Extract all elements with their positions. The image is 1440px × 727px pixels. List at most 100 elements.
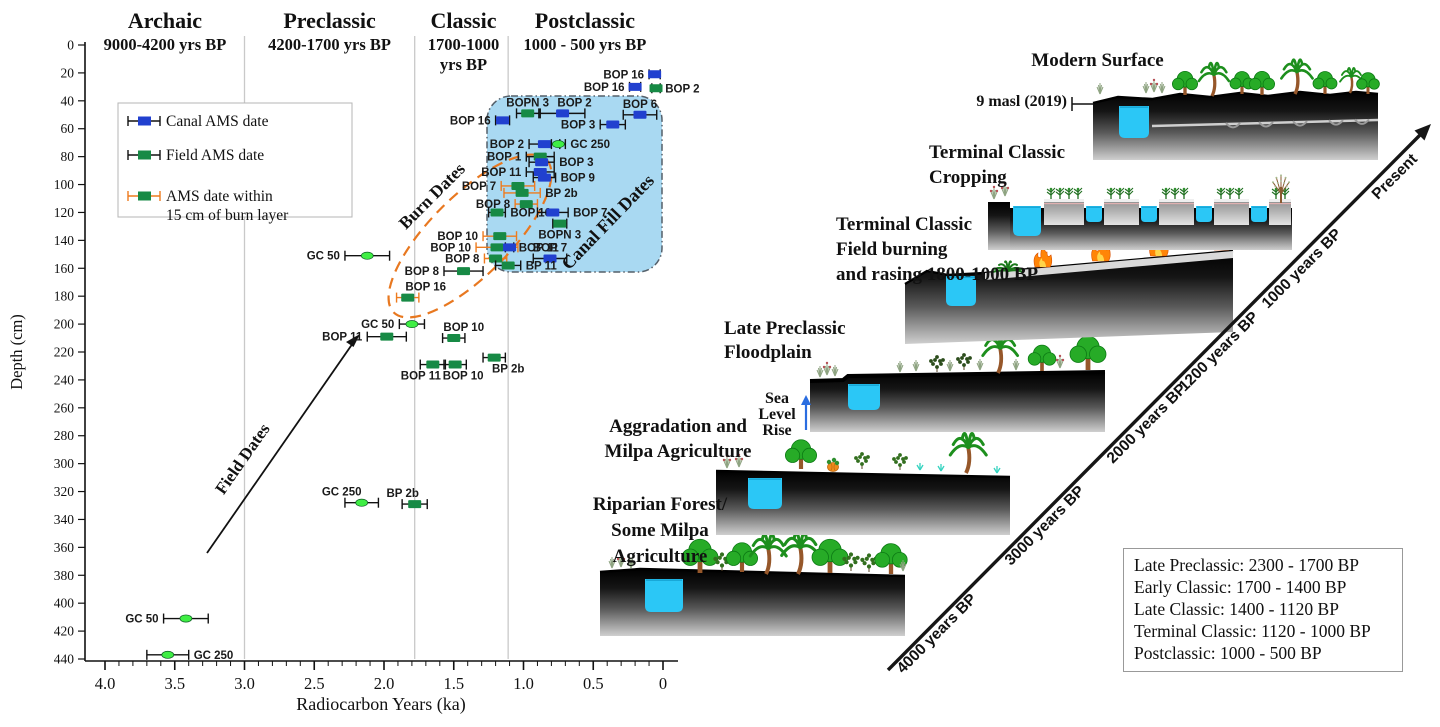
period-definition: Terminal Classic: 1120 - 1000 BP: [1134, 621, 1371, 641]
y-tick-label: 160: [54, 261, 75, 276]
point-label: BP 11: [526, 260, 558, 272]
old-canal-dip: [1328, 119, 1344, 126]
flower-icon: [722, 454, 732, 462]
crop-plant-icon: [1234, 187, 1244, 199]
label-line: Riparian Forest/: [592, 494, 728, 515]
point-label: BP 2b: [386, 488, 418, 500]
grass-icon: [1056, 357, 1064, 369]
point-label: BP 2b: [492, 364, 524, 376]
old-canal-dip: [1258, 121, 1274, 128]
data-point-BP-2b: BP 2b: [503, 187, 578, 200]
flower-icon: [822, 361, 832, 369]
marker: [355, 498, 369, 507]
period-definitions-box: Late Preclassic: 2300 - 1700 BP Early Cl…: [1123, 548, 1403, 672]
shrub-icon: [854, 452, 870, 469]
y-axis-title: Depth (cm): [7, 314, 26, 390]
x-axis-title: Radiocarbon Years (ka): [296, 694, 465, 715]
marker: [490, 243, 504, 252]
data-point-BOP-8: BOP 8: [405, 266, 484, 278]
marker: [552, 140, 565, 149]
point-label: BOP 2: [665, 83, 699, 95]
canal-bank: [988, 202, 1010, 250]
point-label: BOP 3: [561, 120, 595, 132]
ground: [810, 372, 1105, 432]
panel-label-aggradation: Aggradation and Milpa Agriculture: [578, 414, 778, 464]
y-tick-label: 200: [54, 317, 75, 332]
legend-item-field: Field AMS date: [127, 147, 264, 164]
grass-icon: [608, 557, 616, 569]
marker: [405, 320, 419, 329]
point-label: BOP 10: [437, 231, 478, 243]
canal-water: [645, 579, 683, 612]
tree-icon: [1249, 70, 1275, 95]
crop-plant-icon: [1106, 187, 1116, 199]
grass-icon: [1001, 185, 1009, 197]
shrub-icon: [956, 353, 972, 370]
point-label: BOP 3: [559, 157, 593, 169]
field-dates-arrow: [206, 342, 354, 554]
panel-label-burning: Terminal Classic Field burning and rasin…: [836, 212, 1106, 287]
data-point-GC-250: GC 250: [146, 649, 233, 662]
tree-icon: [784, 439, 817, 469]
sprawling-plant-icon: [992, 260, 1024, 273]
crop-plant-icon: [1064, 187, 1074, 199]
crop-plant-icon: [1055, 187, 1065, 199]
time-arrow-label: 4000 years BP: [894, 591, 980, 677]
marker: [501, 261, 515, 270]
sea-level-arrowhead: [801, 395, 811, 405]
pumpkin-plant-icon: [826, 457, 840, 472]
y-tick-label: 220: [54, 345, 75, 360]
point-label: BOP 10: [430, 242, 471, 254]
canal-water: [748, 478, 782, 509]
point-label: BOP 16: [510, 207, 551, 219]
landscape-panel-aggradation: [715, 431, 1011, 535]
canal-fill-box: [486, 95, 663, 273]
marker: [447, 334, 461, 343]
marker: [537, 140, 551, 149]
data-point-BOP-11: BOP 11: [401, 359, 447, 383]
crop-plant-icon: [1073, 187, 1083, 199]
marker: [487, 353, 501, 362]
time-arrowhead: [1414, 124, 1431, 141]
marker: [543, 254, 557, 263]
label-line: and rasing 1800-1000 BP: [836, 264, 1039, 285]
panel-label-cropping: Terminal Classic Cropping: [929, 140, 1129, 190]
point-label: BOP 10: [443, 322, 484, 334]
platform-top: [1104, 199, 1139, 202]
ground: [716, 471, 1010, 535]
grass-icon: [723, 457, 731, 469]
y-tick-label: 20: [61, 65, 75, 80]
y-tick-label: 440: [54, 652, 75, 667]
y-tick-label: 140: [54, 233, 75, 248]
point-label: BOP 16: [603, 69, 644, 81]
y-tick-label: 360: [54, 540, 75, 555]
crop-plant-icon: [1170, 187, 1180, 199]
flower-icon: [734, 453, 744, 461]
legend-item-burn: AMS date within 15 cm of burn layer: [127, 188, 289, 224]
marker: [606, 120, 620, 129]
tree-icon: [725, 542, 758, 572]
x-tick-label: 0: [659, 674, 667, 693]
period-definition: Late Preclassic: 2300 - 1700 BP: [1134, 555, 1360, 575]
label-line: Terminal Classic: [929, 142, 1065, 163]
period-header-range: 1000 - 500 yrs BP: [523, 35, 646, 54]
canal-water: [946, 276, 976, 306]
burned-field-strip: [985, 251, 1233, 280]
data-point-BOP-10: BOP 10: [430, 242, 519, 254]
label-line: Modern Surface: [1031, 50, 1164, 71]
grass-icon: [899, 560, 907, 572]
data-point-BOP-9: BOP 9: [532, 172, 595, 185]
data-point-GC-50: GC 50: [361, 319, 426, 331]
ground-surface: [809, 370, 1106, 383]
point-label: BOP 11: [481, 167, 522, 179]
y-tick-label: 380: [54, 568, 75, 583]
data-point-BOP-10: BOP 10: [437, 231, 518, 243]
tree-icon: [1356, 72, 1380, 94]
crop-plant-icon: [1161, 187, 1171, 199]
data-point-BOPN-3: BOPN 3: [538, 218, 581, 242]
marker: [360, 251, 374, 260]
period-header-name: Preclassic: [283, 8, 376, 33]
palm-tree-icon: [948, 431, 988, 474]
shrub-icon: [842, 552, 860, 571]
